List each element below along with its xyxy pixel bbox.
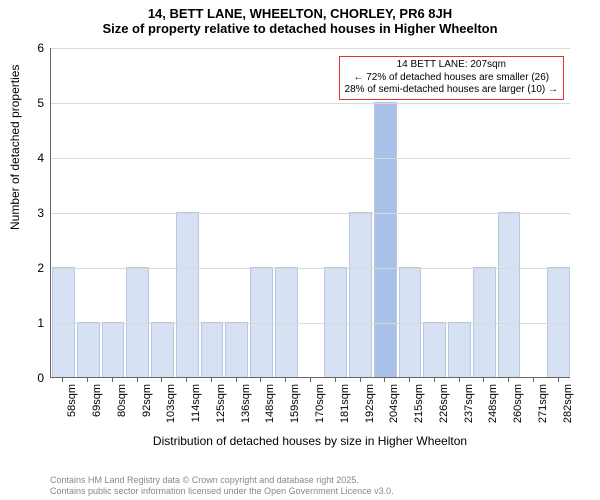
title-line-1: 14, BETT LANE, WHEELTON, CHORLEY, PR6 8J… (0, 6, 600, 21)
x-tick-mark (335, 378, 336, 382)
x-tick-mark (161, 378, 162, 382)
x-tick-mark (508, 378, 509, 382)
callout-box: 14 BETT LANE: 207sqm ← 72% of detached h… (339, 56, 564, 100)
histogram-bar (176, 212, 199, 377)
chart-area: Distribution of detached houses by size … (50, 48, 570, 418)
histogram-bar (448, 322, 471, 377)
x-tick-label: 58sqm (66, 384, 78, 417)
histogram-bar (423, 322, 446, 377)
x-tick-label: 215sqm (413, 384, 425, 423)
x-tick-mark (211, 378, 212, 382)
histogram-bar (324, 267, 347, 377)
x-tick-label: 170sqm (314, 384, 326, 423)
x-tick-label: 125sqm (215, 384, 227, 423)
histogram-bar (498, 212, 521, 377)
x-tick-mark (483, 378, 484, 382)
x-tick-mark (87, 378, 88, 382)
y-tick-label: 1 (37, 316, 44, 330)
y-tick-label: 4 (37, 151, 44, 165)
x-tick-mark (434, 378, 435, 382)
y-tick-label: 6 (37, 41, 44, 55)
x-tick-label: 260sqm (512, 384, 524, 423)
footer-attribution: Contains HM Land Registry data © Crown c… (50, 475, 394, 496)
gridline (51, 268, 570, 269)
x-tick-label: 80sqm (116, 384, 128, 417)
x-tick-label: 282sqm (562, 384, 574, 423)
x-tick-label: 136sqm (240, 384, 252, 423)
x-tick-label: 159sqm (289, 384, 301, 423)
x-tick-label: 248sqm (487, 384, 499, 423)
x-tick-label: 92sqm (141, 384, 153, 417)
footer-line-2: Contains public sector information licen… (50, 486, 394, 496)
histogram-bar (250, 267, 273, 377)
x-tick-mark (62, 378, 63, 382)
x-tick-mark (533, 378, 534, 382)
x-tick-label: 204sqm (388, 384, 400, 423)
x-tick-label: 226sqm (438, 384, 450, 423)
y-tick-label: 2 (37, 261, 44, 275)
x-tick-mark (285, 378, 286, 382)
histogram-bar (52, 267, 75, 377)
footer-line-1: Contains HM Land Registry data © Crown c… (50, 475, 394, 485)
x-tick-mark (459, 378, 460, 382)
x-tick-label: 103sqm (165, 384, 177, 423)
x-tick-mark (137, 378, 138, 382)
callout-line-1: 14 BETT LANE: 207sqm (345, 59, 558, 72)
x-tick-label: 237sqm (463, 384, 475, 423)
x-tick-label: 181sqm (339, 384, 351, 423)
gridline (51, 158, 570, 159)
y-tick-label: 5 (37, 96, 44, 110)
x-tick-mark (558, 378, 559, 382)
gridline (51, 213, 570, 214)
x-tick-label: 114sqm (190, 384, 202, 422)
x-tick-mark (384, 378, 385, 382)
histogram-bar (374, 102, 397, 377)
x-tick-mark (112, 378, 113, 382)
gridline (51, 103, 570, 104)
histogram-bar (473, 267, 496, 377)
x-axis-label: Distribution of detached houses by size … (50, 434, 570, 448)
histogram-bar (77, 322, 100, 377)
x-tick-mark (409, 378, 410, 382)
x-tick-label: 69sqm (91, 384, 103, 417)
x-tick-label: 148sqm (264, 384, 276, 423)
histogram-bar (349, 212, 372, 377)
histogram-bar (225, 322, 248, 377)
title-line-2: Size of property relative to detached ho… (0, 21, 600, 36)
histogram-bar (102, 322, 125, 377)
x-tick-label: 271sqm (537, 384, 549, 423)
y-axis-label: Number of detached properties (8, 65, 22, 230)
callout-line-3: 28% of semi-detached houses are larger (… (345, 84, 558, 97)
chart-titles: 14, BETT LANE, WHEELTON, CHORLEY, PR6 8J… (0, 0, 600, 36)
histogram-bar (151, 322, 174, 377)
x-tick-mark (186, 378, 187, 382)
x-tick-mark (236, 378, 237, 382)
histogram-bar (201, 322, 224, 377)
y-tick-label: 3 (37, 206, 44, 220)
histogram-bar (399, 267, 422, 377)
x-tick-mark (310, 378, 311, 382)
x-tick-mark (260, 378, 261, 382)
y-tick-label: 0 (37, 371, 44, 385)
gridline (51, 323, 570, 324)
histogram-bar (275, 267, 298, 377)
histogram-bar (126, 267, 149, 377)
histogram-bar (547, 267, 570, 377)
callout-line-2: ← 72% of detached houses are smaller (26… (345, 72, 558, 85)
gridline (51, 48, 570, 49)
x-tick-mark (360, 378, 361, 382)
x-tick-label: 192sqm (364, 384, 376, 423)
